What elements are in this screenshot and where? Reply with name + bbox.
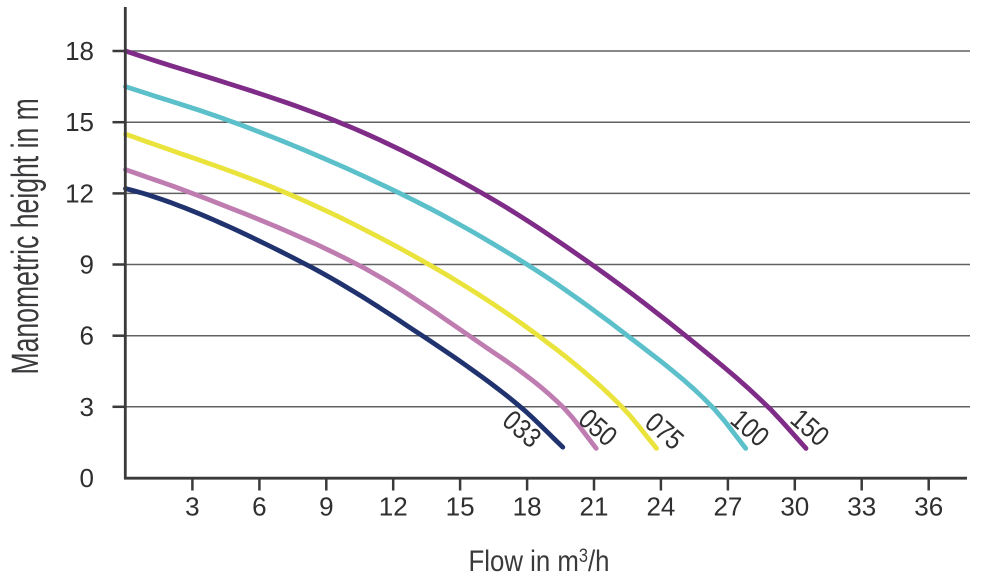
svg-text:36: 36 xyxy=(914,492,943,522)
svg-text:9: 9 xyxy=(319,492,333,522)
svg-text:6: 6 xyxy=(252,492,266,522)
svg-text:0: 0 xyxy=(80,463,94,493)
svg-text:050: 050 xyxy=(573,402,624,452)
svg-text:21: 21 xyxy=(580,492,609,522)
svg-text:9: 9 xyxy=(80,250,94,280)
svg-text:3: 3 xyxy=(185,492,199,522)
svg-text:6: 6 xyxy=(80,321,94,351)
svg-text:15: 15 xyxy=(65,107,94,137)
svg-text:24: 24 xyxy=(646,492,675,522)
svg-text:30: 30 xyxy=(780,492,809,522)
svg-text:33: 33 xyxy=(847,492,876,522)
svg-text:27: 27 xyxy=(713,492,742,522)
svg-text:150: 150 xyxy=(785,402,836,452)
svg-text:033: 033 xyxy=(497,404,548,454)
svg-text:3: 3 xyxy=(80,392,94,422)
svg-text:075: 075 xyxy=(639,406,690,456)
svg-text:Flow in m3/h: Flow in m3/h xyxy=(469,544,610,577)
svg-text:Manometric height in m: Manometric height in m xyxy=(3,98,46,374)
svg-text:18: 18 xyxy=(513,492,542,522)
svg-text:15: 15 xyxy=(446,492,475,522)
svg-text:12: 12 xyxy=(379,492,408,522)
svg-text:12: 12 xyxy=(65,178,94,208)
svg-text:18: 18 xyxy=(65,36,94,66)
